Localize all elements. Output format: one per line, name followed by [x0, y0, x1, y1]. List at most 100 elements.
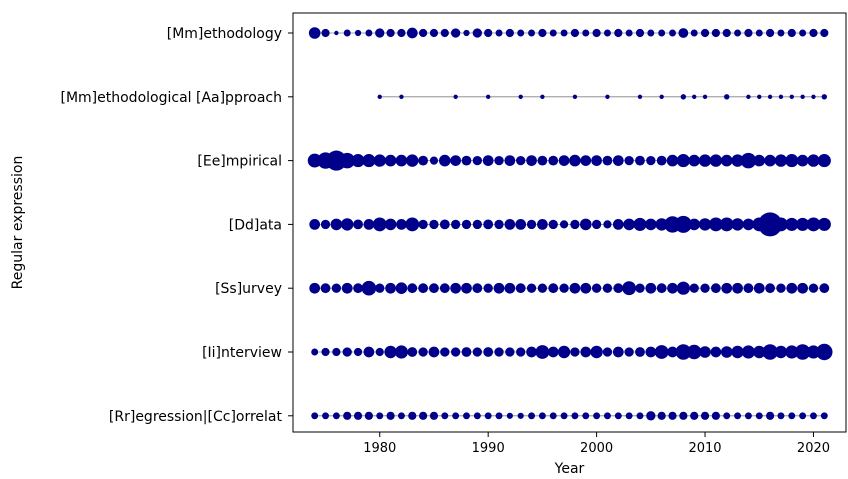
data-point: [667, 346, 678, 358]
plot-layer: [307, 27, 833, 421]
x-tick-label: 2010: [688, 441, 721, 456]
data-point: [363, 219, 375, 230]
data-point: [613, 283, 624, 294]
data-point: [721, 282, 733, 294]
data-point: [557, 345, 571, 359]
data-point: [309, 219, 321, 230]
data-point: [332, 347, 341, 357]
data-point: [753, 345, 766, 359]
data-point: [483, 283, 493, 293]
data-point: [625, 412, 633, 420]
data-point: [385, 282, 396, 294]
data-point: [472, 283, 483, 294]
data-point: [806, 345, 821, 359]
data-point: [570, 28, 580, 38]
data-point: [711, 411, 720, 420]
data-point: [406, 154, 419, 167]
data-point: [472, 219, 482, 230]
data-point: [320, 219, 331, 230]
y-tick-label: [Dd]ata: [229, 217, 282, 233]
data-point: [817, 154, 831, 168]
data-point: [755, 29, 763, 37]
data-point: [309, 282, 321, 294]
data-point: [429, 156, 439, 165]
data-point: [540, 94, 545, 99]
data-point: [485, 94, 491, 99]
data-point: [603, 220, 612, 229]
data-point: [342, 347, 352, 357]
data-point: [741, 345, 755, 359]
data-point: [429, 219, 439, 230]
data-point: [582, 29, 590, 37]
data-point: [363, 346, 375, 358]
data-point: [623, 218, 635, 231]
data-point: [450, 28, 461, 38]
data-point: [723, 412, 731, 420]
data-point: [418, 219, 428, 230]
data-point: [700, 283, 710, 293]
data-point: [450, 219, 461, 230]
data-point: [494, 219, 504, 230]
data-point: [635, 28, 645, 38]
data-point: [785, 345, 799, 359]
data-point: [708, 217, 723, 232]
data-point: [816, 343, 833, 361]
data-point: [375, 347, 384, 357]
data-point: [636, 412, 644, 420]
data-point: [765, 411, 775, 420]
data-point: [463, 412, 470, 420]
data-point: [341, 282, 353, 294]
data-point: [580, 155, 592, 166]
data-point: [635, 283, 645, 293]
data-point: [526, 155, 537, 166]
data-point: [517, 29, 525, 37]
data-point: [762, 344, 778, 360]
data-point: [668, 411, 677, 420]
data-point: [787, 28, 796, 38]
data-point: [526, 346, 537, 358]
data-point: [494, 347, 504, 357]
data-point: [440, 347, 450, 357]
data-point: [690, 29, 698, 37]
data-point: [690, 411, 699, 420]
data-point: [732, 282, 743, 294]
data-point: [688, 154, 700, 167]
data-point: [744, 28, 753, 38]
data-point: [774, 345, 788, 359]
y-tick-label: [Mm]ethodological [Aa]pproach: [61, 90, 283, 106]
data-point: [528, 412, 536, 420]
data-point: [799, 412, 807, 420]
data-point: [637, 94, 643, 99]
data-point: [809, 28, 818, 38]
data-point: [794, 344, 811, 360]
data-point: [406, 27, 418, 39]
data-point: [720, 154, 733, 167]
data-point: [612, 219, 624, 230]
data-point: [429, 28, 439, 38]
data-point: [504, 219, 516, 230]
data-point: [453, 94, 458, 99]
data-point: [395, 154, 408, 167]
data-point: [785, 217, 799, 231]
data-point: [351, 154, 365, 168]
data-point: [796, 217, 810, 231]
data-point: [559, 283, 569, 293]
data-point: [463, 29, 470, 37]
data-point: [331, 283, 342, 293]
data-point: [334, 30, 339, 36]
data-point: [526, 283, 537, 293]
data-point: [560, 29, 568, 37]
data-point: [669, 29, 676, 37]
data-point: [742, 218, 755, 231]
data-point: [441, 412, 449, 420]
data-point: [341, 218, 354, 231]
data-point: [515, 283, 526, 294]
data-point: [353, 283, 363, 294]
data-point: [580, 346, 592, 358]
data-point: [461, 347, 472, 357]
data-point: [537, 219, 548, 230]
data-point: [656, 283, 667, 294]
data-point: [472, 347, 482, 357]
data-point: [674, 215, 692, 233]
